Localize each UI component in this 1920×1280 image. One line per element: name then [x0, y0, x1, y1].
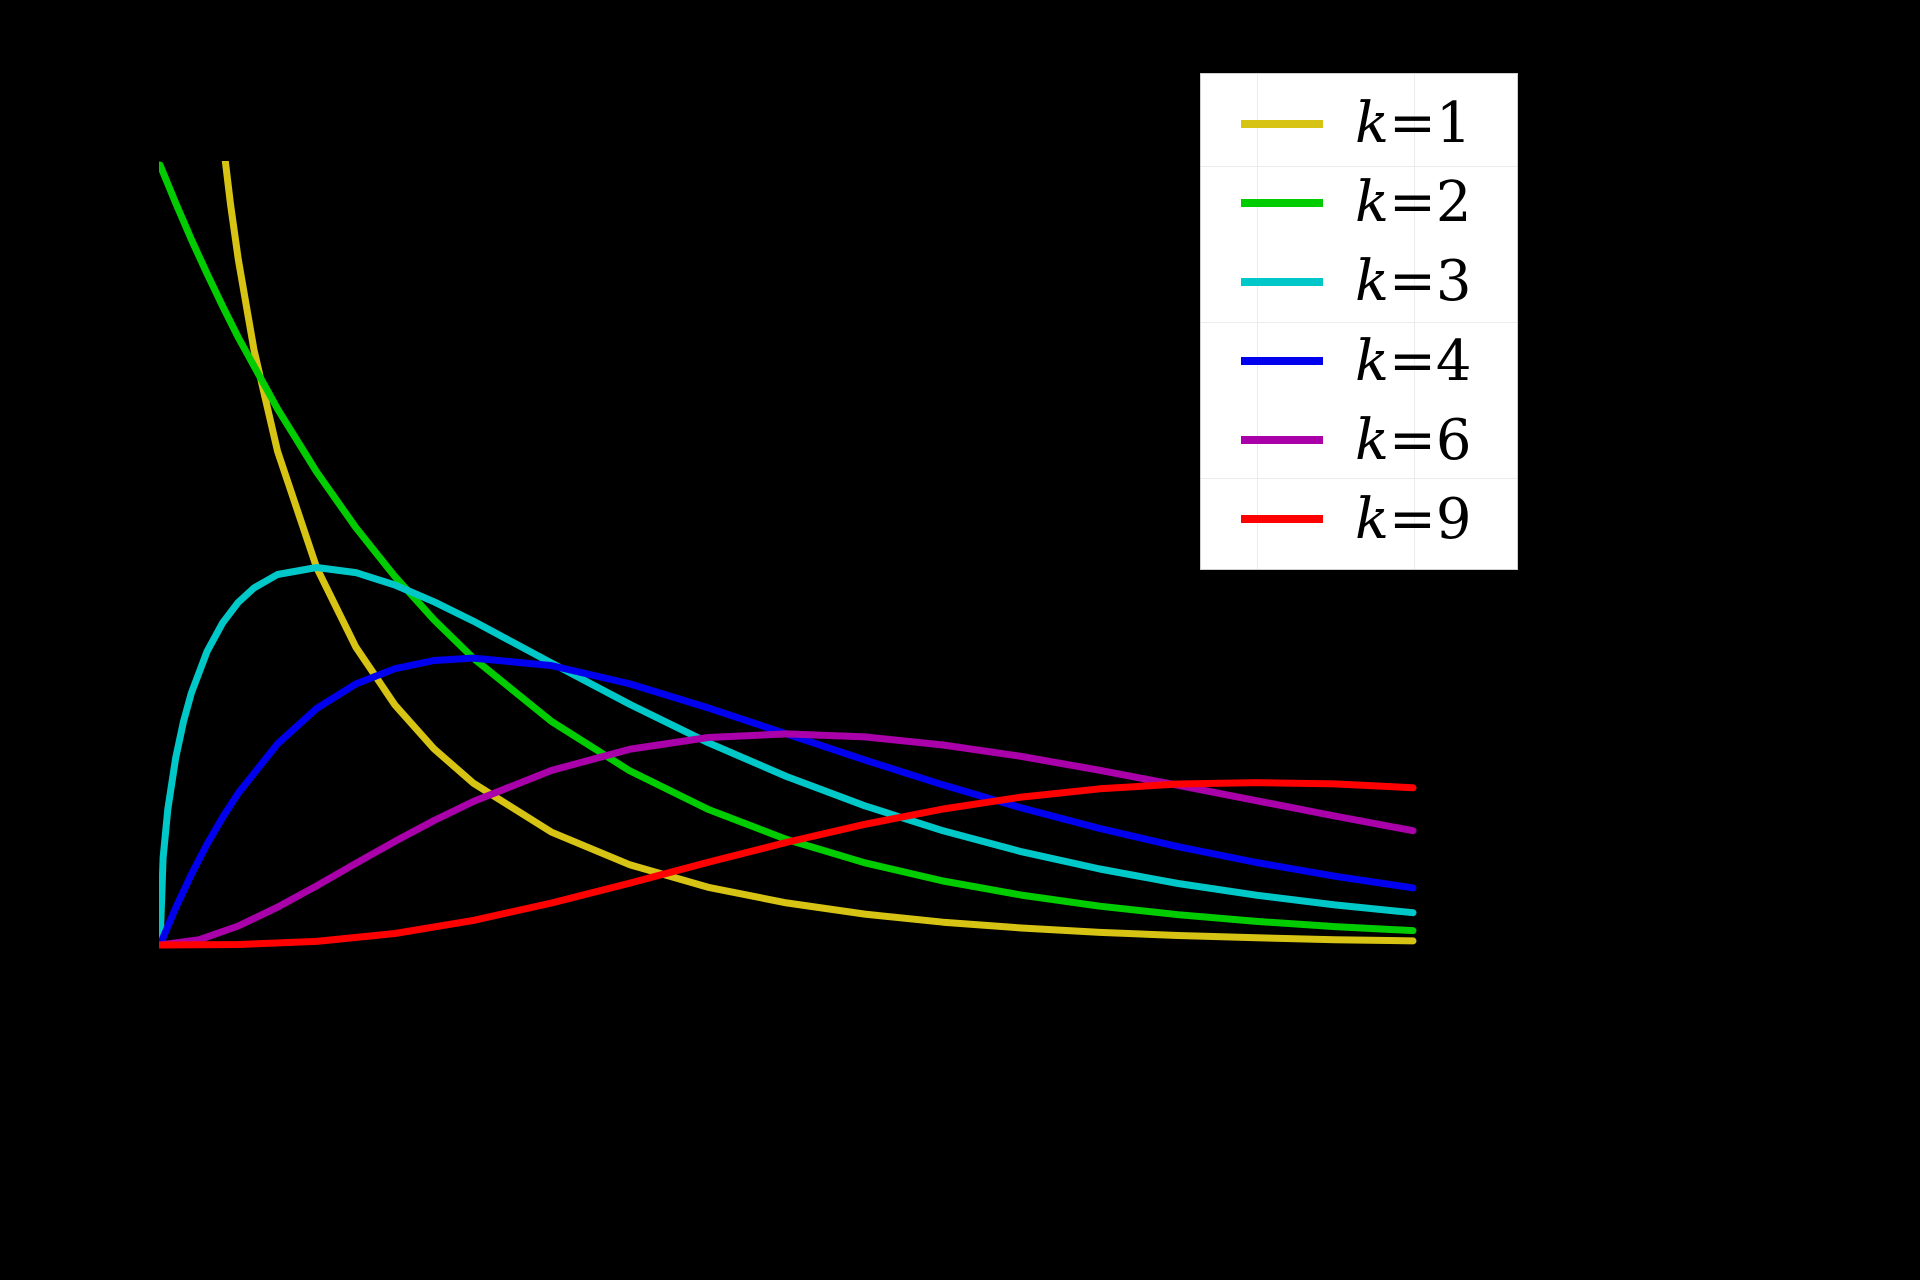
curve-k6 — [159, 730, 1417, 949]
curve-k2 — [159, 161, 1417, 935]
legend-swatch — [1241, 436, 1323, 445]
legend-swatch — [1241, 277, 1323, 286]
curve-k3 — [159, 564, 1417, 949]
legend-label: k=6 — [1355, 407, 1472, 473]
legend-item: k=1 — [1201, 84, 1517, 163]
legend-swatch — [1241, 198, 1323, 207]
legend-label: k=4 — [1355, 328, 1472, 394]
legend-item: k=3 — [1201, 242, 1517, 321]
legend-gridline-v — [1257, 74, 1258, 569]
legend-swatch — [1241, 515, 1323, 524]
curve-k1 — [221, 161, 1417, 945]
legend-item: k=6 — [1201, 401, 1517, 480]
legend-label: k=3 — [1355, 249, 1472, 315]
legend-label: k=1 — [1355, 91, 1472, 157]
legend-item: k=2 — [1201, 163, 1517, 242]
legend-gridline-h — [1201, 322, 1517, 323]
curve-k9 — [159, 779, 1417, 949]
legend-item: k=4 — [1201, 322, 1517, 401]
legend: k=1 k=2 k=3 k=4 k=6 k=9 — [1200, 73, 1518, 570]
legend-gridline-h — [1201, 166, 1517, 167]
legend-gridline-h — [1201, 478, 1517, 479]
legend-item: k=9 — [1201, 480, 1517, 559]
legend-swatch — [1241, 357, 1323, 366]
curve-k4 — [159, 654, 1417, 949]
legend-label: k=9 — [1355, 486, 1472, 552]
legend-gridline-v — [1414, 74, 1415, 569]
legend-label: k=2 — [1355, 170, 1472, 236]
legend-swatch — [1241, 119, 1323, 128]
